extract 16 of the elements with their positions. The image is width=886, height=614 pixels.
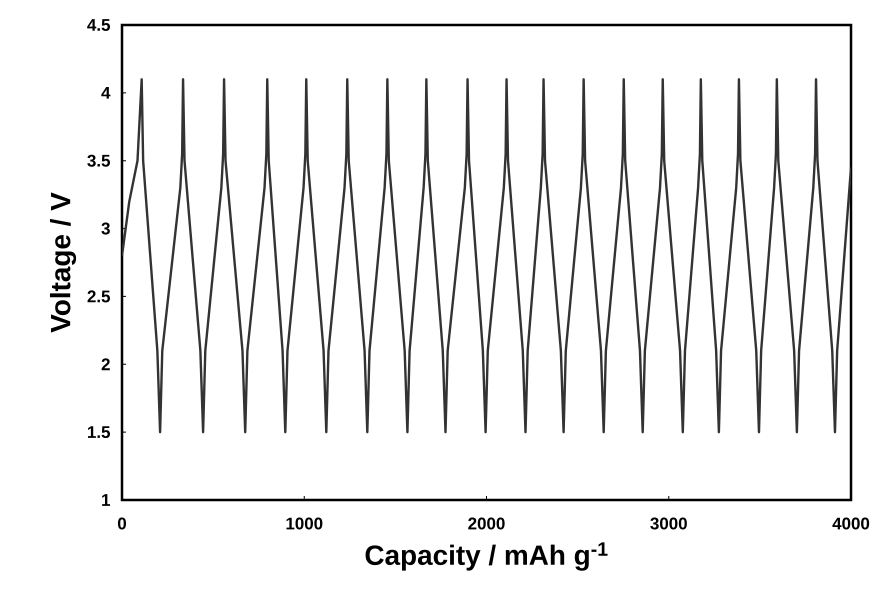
y-tick-label: 3 [101, 222, 110, 235]
y-tick-label: 3.5 [87, 154, 110, 167]
y-tick-label: 1 [102, 494, 110, 506]
y-tick-label: 2 [102, 358, 110, 370]
y-tick-label: 1.5 [88, 426, 110, 438]
y-tick-label: 4.5 [87, 19, 110, 31]
x-tick-label: 4000 [832, 518, 870, 530]
x-tick-label: 3000 [650, 518, 687, 530]
y-tick-label: 2.5 [88, 290, 110, 302]
y-axis-title: Voltage / V [50, 192, 76, 333]
y-tick-label: 4 [101, 87, 110, 99]
line-series [122, 78, 852, 434]
x-tick-label: 1000 [286, 518, 322, 530]
x-tick-label: 0 [118, 518, 126, 530]
x-axis-title: Capacity / mAh g$^{-1}$ [366, 542, 608, 571]
x-tick-label: 2000 [468, 518, 505, 530]
